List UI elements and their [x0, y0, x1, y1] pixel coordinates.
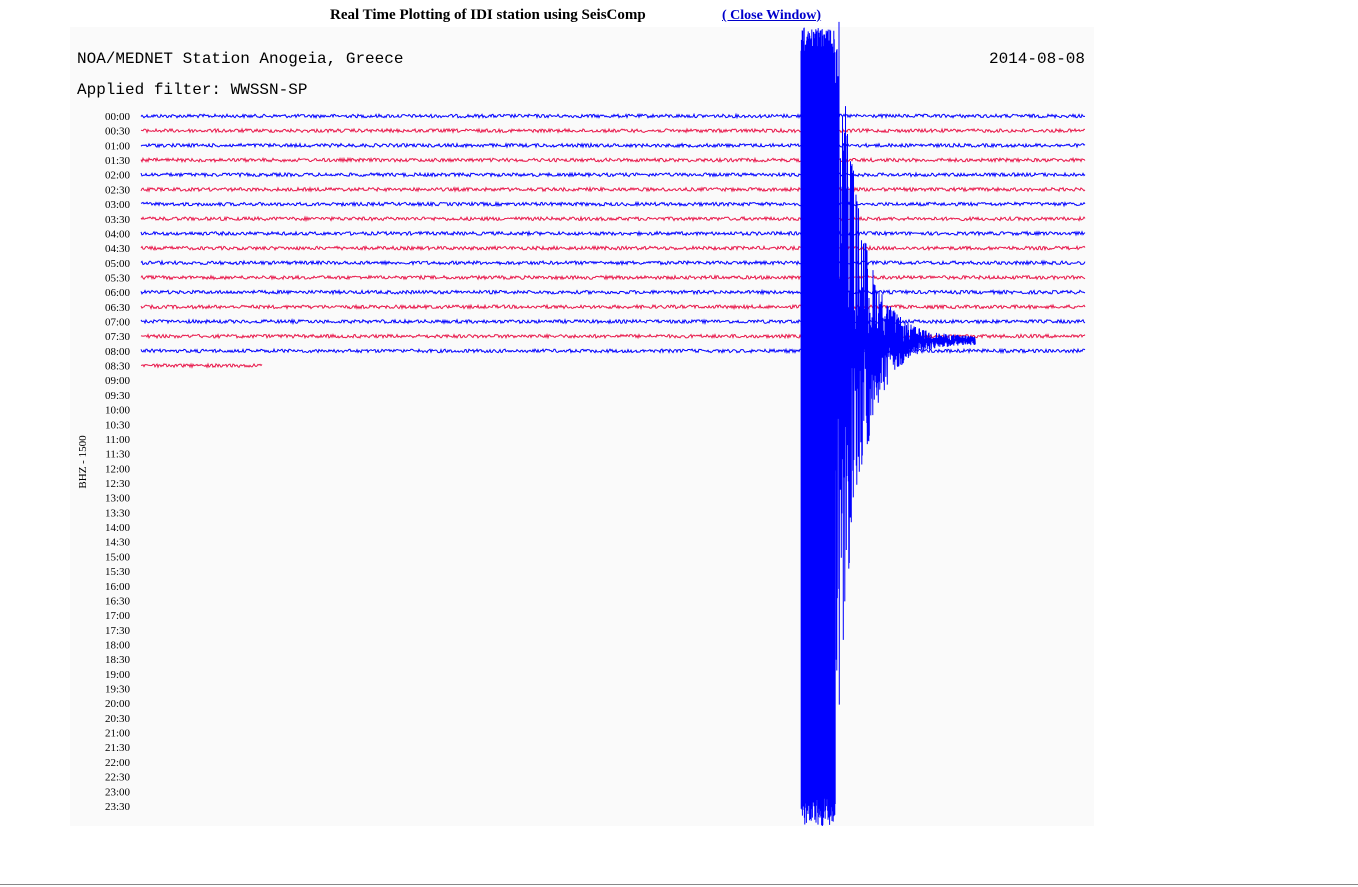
time-label: 17:30: [105, 625, 131, 637]
time-label: 11:30: [105, 449, 130, 461]
close-window-link[interactable]: ( Close Window): [722, 8, 822, 23]
time-label: 11:00: [105, 434, 130, 446]
trace: [140, 156, 1086, 164]
time-label: 01:30: [105, 155, 131, 167]
time-label: 12:00: [105, 463, 131, 475]
time-label: 03:30: [105, 214, 131, 226]
time-label: 03:00: [105, 199, 131, 211]
time-label: 23:30: [105, 801, 131, 813]
time-label: 01:00: [105, 140, 131, 152]
trace: [140, 318, 1086, 326]
time-label: 06:00: [105, 287, 131, 299]
time-label: 14:30: [105, 537, 131, 549]
time-label: 02:00: [105, 170, 131, 182]
trace: [140, 288, 1086, 296]
time-label: 05:00: [105, 258, 131, 270]
time-label: 20:00: [105, 698, 131, 710]
time-label: 19:00: [105, 669, 131, 681]
time-label: 00:00: [105, 111, 131, 123]
trace: [140, 215, 1086, 223]
time-label: 20:30: [105, 713, 131, 725]
date-label: 2014-08-08: [989, 50, 1085, 68]
time-label: 12:30: [105, 478, 131, 490]
trace: [140, 142, 1086, 149]
channel-label: BHZ - 1500: [77, 435, 89, 489]
trace: [140, 171, 1086, 179]
trace: [140, 244, 1086, 252]
trace: [140, 200, 1086, 208]
time-label: 21:30: [105, 742, 131, 754]
time-label: 17:00: [105, 610, 131, 622]
time-label: 02:30: [105, 184, 131, 196]
page-title: Real Time Plotting of IDI station using …: [330, 7, 646, 23]
trace: [140, 333, 1086, 340]
time-label: 13:30: [105, 507, 131, 519]
time-label: 09:00: [105, 375, 131, 387]
time-label: 00:30: [105, 126, 131, 138]
trace: [140, 303, 1086, 311]
trace: [140, 230, 1086, 237]
time-label: 16:00: [105, 581, 131, 593]
time-label: 09:30: [105, 390, 131, 402]
time-label: 04:00: [105, 228, 131, 240]
time-label: 10:00: [105, 405, 131, 417]
time-label: 19:30: [105, 684, 131, 696]
bottom-rule: [0, 884, 1358, 885]
time-label: 08:30: [105, 361, 131, 373]
plot-background: [70, 27, 1094, 826]
trace: [140, 347, 1086, 355]
station-label: NOA/MEDNET Station Anogeia, Greece: [77, 50, 403, 68]
time-label: 16:30: [105, 595, 131, 607]
trace: [140, 362, 263, 369]
trace: [140, 186, 1086, 193]
trace: [140, 259, 1086, 267]
time-label: 15:30: [105, 566, 131, 578]
trace: [140, 112, 1086, 120]
time-label: 04:30: [105, 243, 131, 255]
time-label: 06:30: [105, 302, 131, 314]
trace: [140, 127, 1086, 134]
time-label: 05:30: [105, 272, 131, 284]
time-label: 18:00: [105, 639, 131, 651]
time-label: 23:00: [105, 786, 131, 798]
time-label: 07:00: [105, 317, 131, 329]
time-label: 10:30: [105, 419, 131, 431]
time-label: 18:30: [105, 654, 131, 666]
time-label: 13:00: [105, 493, 131, 505]
time-label: 15:00: [105, 551, 131, 563]
time-label: 22:30: [105, 772, 131, 784]
time-label: 07:30: [105, 331, 131, 343]
time-label: 21:00: [105, 728, 131, 740]
filter-label: Applied filter: WWSSN-SP: [77, 81, 307, 99]
trace: [140, 274, 1086, 281]
time-label: 22:00: [105, 757, 131, 769]
earthquake-signal: [800, 21, 976, 827]
time-label: 14:00: [105, 522, 131, 534]
time-label: 08:00: [105, 346, 131, 358]
